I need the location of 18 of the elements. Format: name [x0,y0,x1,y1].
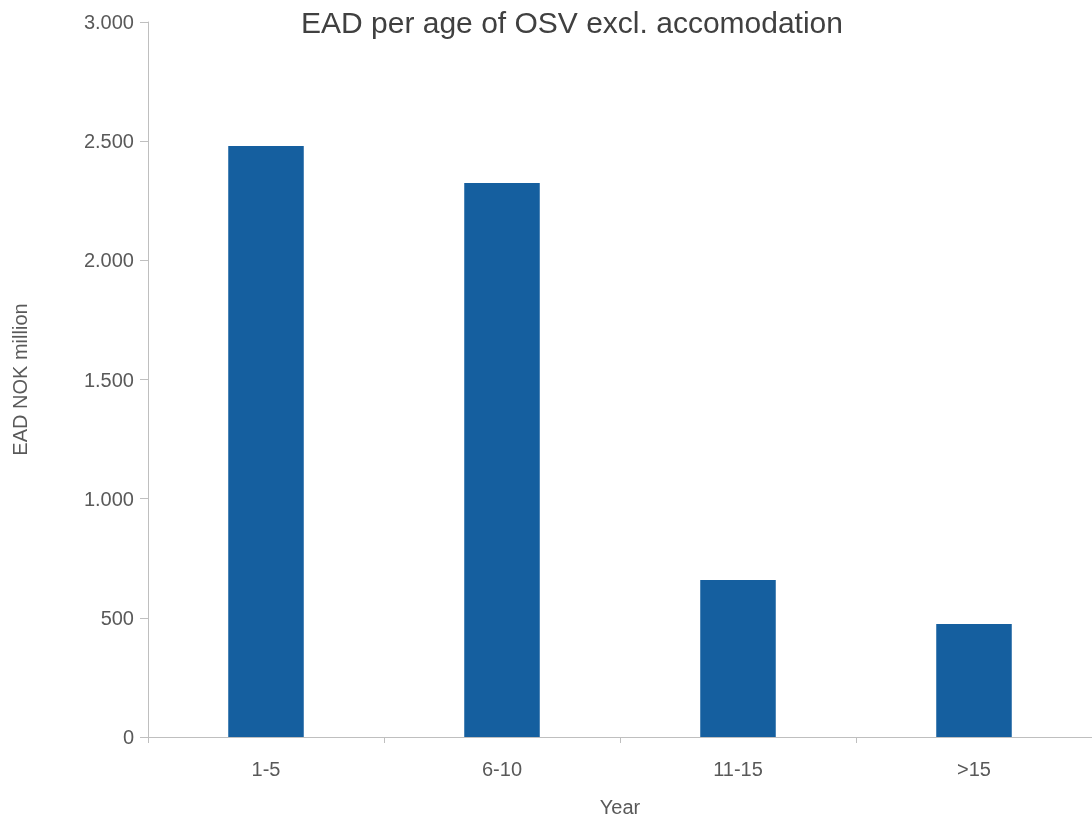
bar [228,145,304,737]
x-tick-label: 1-5 [251,758,281,780]
y-tick-label: 1.500 [83,368,134,391]
bar [700,579,776,737]
x-tick-label: 11-15 [713,758,763,780]
y-tick-label: 1.000 [83,487,134,510]
x-tick-label: 6-10 [481,758,523,780]
y-tick-label: 0 [122,726,134,748]
chart-title: EAD per age of OSV excl. accomodation [301,5,843,39]
bar [464,182,540,737]
x-tick-label: >15 [957,758,991,780]
y-tick-label: 500 [100,606,134,629]
y-tick-label: 2.500 [83,130,134,153]
y-tick-label: 2.000 [83,249,134,272]
x-axis-title: Year [599,796,641,818]
y-axis-title: EAD NOK million [9,303,31,456]
bar [936,624,1012,737]
y-tick-label: 3.000 [83,11,134,33]
